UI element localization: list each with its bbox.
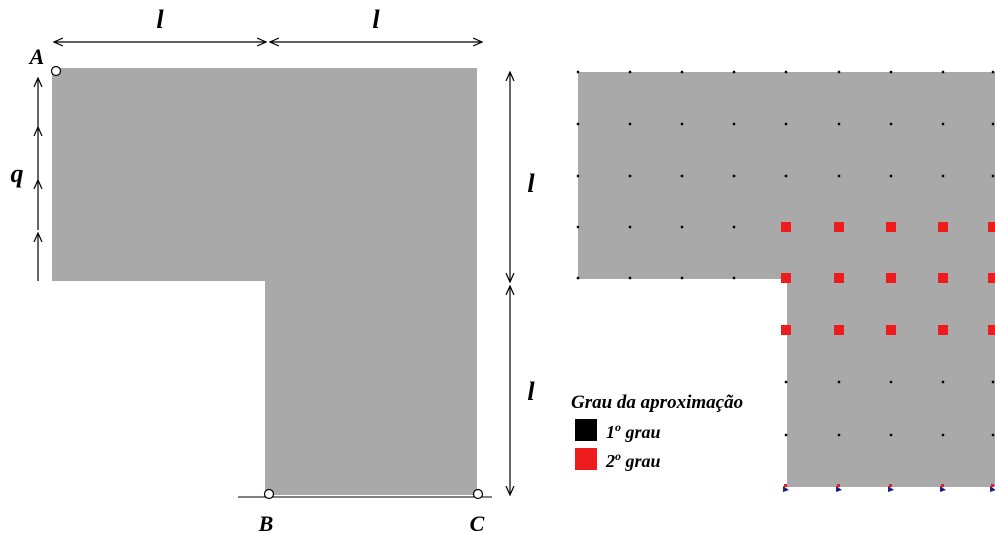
- mesh-support-marker: [990, 486, 995, 492]
- mesh-support-node: [784, 484, 787, 487]
- mesh-support-marker: [836, 486, 842, 492]
- mesh-node-first-degree: [576, 225, 580, 229]
- mesh-node-first-degree: [837, 70, 841, 74]
- mesh-node-first-degree: [837, 122, 841, 126]
- legend-item-second-degree: 2o grau: [605, 449, 661, 471]
- mesh-node-first-degree: [889, 122, 893, 126]
- mesh-node-first-degree: [784, 433, 788, 437]
- mesh-node-second-degree: [781, 222, 791, 232]
- mesh-support-node: [837, 484, 840, 487]
- mesh-node-first-degree: [889, 174, 893, 178]
- mesh-node-first-degree: [941, 433, 945, 437]
- mesh-node-first-degree: [680, 70, 684, 74]
- mesh-node-first-degree: [732, 276, 736, 280]
- mesh-node-first-degree: [576, 174, 580, 178]
- point-b-label: B: [258, 511, 274, 533]
- mesh-node-second-degree: [988, 273, 995, 283]
- mesh-node-first-degree: [784, 122, 788, 126]
- mesh-node-second-degree: [834, 222, 844, 232]
- point-a-marker: [50, 65, 62, 77]
- mesh-node-first-degree: [889, 433, 893, 437]
- mesh-node-first-degree: [941, 380, 945, 384]
- point-c-marker: [472, 488, 484, 500]
- mesh-node-second-degree: [938, 273, 948, 283]
- mesh-node-first-degree: [991, 380, 995, 384]
- mesh-node-first-degree: [732, 174, 736, 178]
- mesh-node-first-degree: [576, 122, 580, 126]
- mesh-node-second-degree: [834, 273, 844, 283]
- mesh-node-first-degree: [784, 70, 788, 74]
- mesh-supports: [783, 484, 995, 492]
- mesh-node-second-degree: [886, 222, 896, 232]
- mesh-support-marker: [940, 486, 946, 492]
- mesh-node-second-degree: [834, 325, 844, 335]
- mesh-node-first-degree: [680, 174, 684, 178]
- mesh-node-first-degree: [941, 122, 945, 126]
- mesh-node-first-degree: [680, 225, 684, 229]
- mesh-node-first-degree: [628, 174, 632, 178]
- mesh-node-second-degree: [886, 273, 896, 283]
- mesh-support-node: [889, 484, 892, 487]
- left-figure: l l l l q A B C: [11, 5, 536, 533]
- legend: Grau da aproximação 1o grau 2o grau: [571, 392, 743, 471]
- mesh-node-first-degree: [732, 122, 736, 126]
- legend-title: Grau da aproximação: [571, 392, 743, 413]
- mesh-node-first-degree: [628, 122, 632, 126]
- mesh-node-first-degree: [837, 174, 841, 178]
- mesh-node-first-degree: [680, 122, 684, 126]
- dim-label-top-right: l: [372, 5, 380, 34]
- mesh-node-first-degree: [628, 276, 632, 280]
- l-shaped-plate: [52, 68, 477, 495]
- mesh-node-first-degree: [732, 70, 736, 74]
- mesh-node-second-degree: [988, 222, 995, 232]
- mesh-node-first-degree: [576, 70, 580, 74]
- mesh-node-first-degree: [732, 225, 736, 229]
- mesh-node-first-degree: [991, 433, 995, 437]
- mesh-node-second-degree: [938, 325, 948, 335]
- dim-label-top-left: l: [156, 5, 164, 34]
- mesh-node-first-degree: [628, 70, 632, 74]
- mesh-node-second-degree: [988, 325, 995, 335]
- load-label: q: [11, 159, 24, 188]
- legend-swatch-second-degree: [575, 448, 597, 470]
- mesh-node-first-degree: [784, 174, 788, 178]
- mesh-node-second-degree: [781, 325, 791, 335]
- mesh-node-second-degree: [938, 222, 948, 232]
- point-a-label: A: [28, 44, 45, 69]
- mesh-node-first-degree: [991, 122, 995, 126]
- mesh-node-first-degree: [941, 174, 945, 178]
- mesh-support-node: [991, 484, 994, 487]
- mesh-node-first-degree: [784, 380, 788, 384]
- mesh-node-first-degree: [991, 70, 995, 74]
- right-figure: [576, 70, 995, 492]
- mesh-node-first-degree: [991, 174, 995, 178]
- mesh-node-first-degree: [889, 380, 893, 384]
- mesh-node-first-degree: [837, 380, 841, 384]
- mesh-node-first-degree: [941, 70, 945, 74]
- mesh-node-second-degree: [886, 325, 896, 335]
- point-c-label: C: [470, 511, 485, 533]
- mesh-node-first-degree: [837, 433, 841, 437]
- mesh-support-marker: [888, 486, 894, 492]
- mesh-node-first-degree: [576, 276, 580, 280]
- mesh-node-first-degree: [680, 276, 684, 280]
- mesh-support-node: [941, 484, 944, 487]
- mesh-support-marker: [783, 486, 789, 492]
- mesh-node-second-degree: [781, 273, 791, 283]
- legend-item-first-degree: 1o grau: [606, 420, 661, 442]
- mesh-points: [576, 70, 995, 437]
- dim-label-right-bottom: l: [527, 377, 535, 406]
- legend-swatch-first-degree: [575, 419, 597, 441]
- mesh-node-first-degree: [889, 70, 893, 74]
- point-b-marker: [263, 488, 275, 500]
- dim-label-right-top: l: [527, 169, 535, 198]
- mesh-node-first-degree: [628, 225, 632, 229]
